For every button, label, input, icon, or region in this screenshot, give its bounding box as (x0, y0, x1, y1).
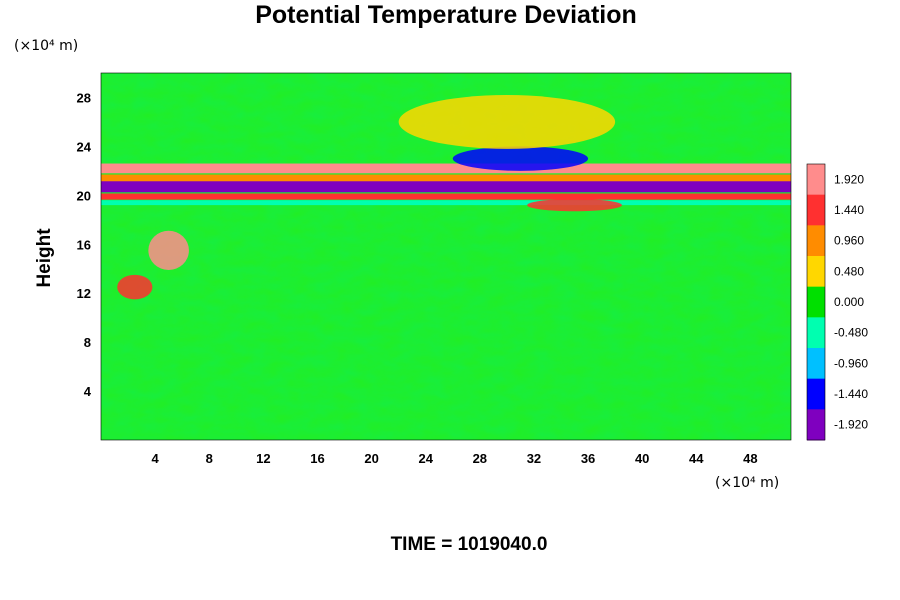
colorbar: 1.920 1.440 0.960 0.480 0.000 -0.480 -0.960 -1.… (806, 163, 868, 441)
colorbar-swatch (807, 317, 825, 349)
colorbar-label: 1.920 (834, 172, 864, 186)
band-feature (101, 181, 791, 193)
x-tick-label: 8 (206, 451, 213, 466)
colorbar-swatch (807, 378, 825, 410)
y-tick-label: 4 (84, 384, 92, 399)
y-unit-label: (×10⁴ m) (14, 38, 78, 54)
y-tick-label: 20 (77, 188, 91, 203)
colorbar-label: 0.960 (834, 234, 864, 248)
colorbar-swatch (807, 194, 825, 226)
x-tick-label: 40 (635, 451, 649, 466)
y-axis-ticks: 4 8 12 16 20 24 28 (77, 90, 92, 399)
x-unit-label: (×10⁴ m) (715, 475, 779, 491)
colorbar-swatch (807, 409, 825, 441)
x-tick-label: 44 (689, 451, 704, 466)
y-tick-label: 28 (77, 90, 91, 105)
colorbar-label: 1.440 (834, 203, 864, 217)
x-tick-label: 48 (743, 451, 757, 466)
y-tick-label: 12 (77, 286, 91, 301)
colorbar-label: 0.000 (834, 295, 864, 309)
colorbar-swatch (807, 256, 825, 288)
x-tick-label: 12 (256, 451, 270, 466)
colorbar-swatch (807, 286, 825, 318)
x-tick-label: 16 (310, 451, 324, 466)
blob-feature (527, 199, 622, 212)
colorbar-label: 0.480 (834, 264, 864, 278)
colorbar-label: -0.960 (834, 356, 868, 370)
colorbar-label: -0.480 (834, 326, 868, 340)
x-axis-ticks: 4 8 12 16 20 24 28 32 36 40 44 48 (152, 451, 758, 466)
blob-feature (398, 95, 616, 149)
y-tick-label: 24 (77, 139, 92, 154)
band-feature (101, 193, 791, 200)
blob-feature (148, 230, 189, 270)
x-tick-label: 4 (152, 451, 160, 466)
x-tick-label: 32 (527, 451, 541, 466)
blob-feature (117, 274, 153, 300)
band-feature (101, 174, 791, 182)
x-tick-label: 24 (418, 451, 433, 466)
y-tick-label: 8 (84, 335, 91, 350)
colorbar-swatch (807, 225, 825, 257)
time-label: TIME = 1019040.0 (391, 534, 548, 555)
y-tick-label: 16 (77, 237, 91, 252)
x-tick-label: 28 (473, 451, 487, 466)
y-axis-label: Height (34, 228, 55, 288)
colorbar-swatch (807, 348, 825, 380)
colorbar-label: -1.920 (834, 418, 868, 432)
band-feature (101, 200, 791, 206)
x-tick-label: 20 (364, 451, 378, 466)
plot-frame (100, 72, 792, 441)
x-tick-label: 36 (581, 451, 595, 466)
colorbar-label: -1.440 (834, 387, 868, 401)
colorbar-swatch (807, 164, 825, 196)
plot-area (101, 73, 791, 440)
chart-title: Potential Temperature Deviation (255, 1, 637, 29)
blob-feature (452, 146, 589, 171)
band-feature (101, 163, 791, 174)
